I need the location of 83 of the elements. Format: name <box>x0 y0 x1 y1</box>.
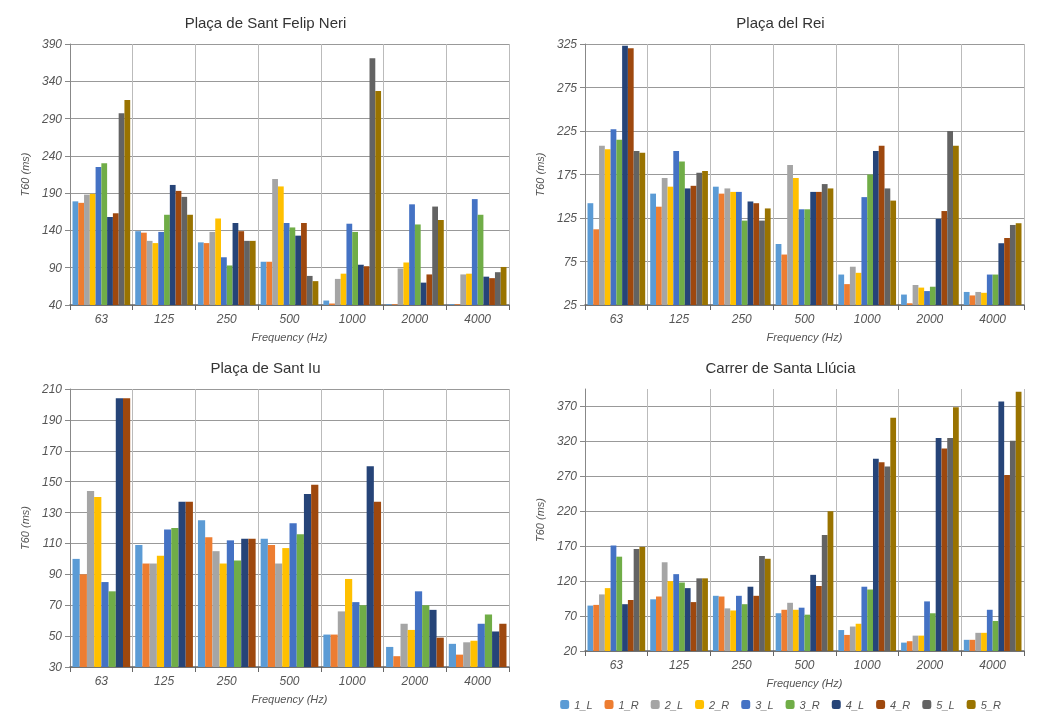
y-tick-label: 240 <box>40 148 63 163</box>
y-tick-label: 125 <box>556 211 578 225</box>
x-tick-label: 250 <box>730 658 753 672</box>
y-tick-label: 90 <box>48 567 63 582</box>
legend-label: 2_L <box>663 698 684 711</box>
x-tick-label: 1000 <box>853 312 881 326</box>
y-tick-label: 130 <box>41 505 63 520</box>
x-tick-label: 125 <box>669 658 690 672</box>
y-tick-label: 70 <box>563 609 578 624</box>
x-tick-label: 250 <box>215 674 238 688</box>
x-tick-label: 4000 <box>979 658 1007 672</box>
y-tick-label: 370 <box>556 399 578 414</box>
y-tick-label: 20 <box>562 644 578 658</box>
x-tick-label: 4000 <box>979 312 1007 326</box>
y-tick-label: 75 <box>563 254 578 269</box>
x-tick-label: 1000 <box>338 312 366 326</box>
y-tick-label: 50 <box>48 629 63 644</box>
y-tick-label: 220 <box>555 504 578 519</box>
y-tick-label: 190 <box>41 186 63 201</box>
y-axis-title: T60 (ms) <box>18 152 31 197</box>
x-tick-label: 500 <box>794 312 815 326</box>
x-axis-title: Frequency (Hz) <box>766 330 843 343</box>
chart-title: Plaça de Sant Felip Neri <box>184 14 347 31</box>
x-tick-label: 4000 <box>464 674 492 688</box>
y-tick-label: 325 <box>556 37 578 51</box>
x-tick-label: 250 <box>730 312 753 326</box>
x-tick-label: 2000 <box>400 312 429 326</box>
x-tick-label: 125 <box>669 312 690 326</box>
y-tick-label: 150 <box>41 474 63 489</box>
legend-label: 3_R <box>799 698 820 711</box>
y-tick-label: 390 <box>41 37 63 51</box>
y-tick-label: 120 <box>556 574 578 589</box>
x-axis-title: Frequency (Hz) <box>766 676 843 689</box>
y-tick-label: 320 <box>556 434 578 449</box>
chart-title: Plaça de Sant Iu <box>210 359 321 376</box>
legend-label: 1_R <box>618 698 639 711</box>
chart-title: Carrer de Santa Llúcia <box>705 359 857 376</box>
y-axis-title: T60 (ms) <box>533 152 546 197</box>
x-tick-label: 1000 <box>338 674 366 688</box>
x-tick-label: 63 <box>609 312 624 326</box>
y-tick-label: 210 <box>40 382 63 396</box>
y-tick-label: 40 <box>48 298 63 312</box>
y-tick-label: 190 <box>41 412 63 427</box>
chart-title: Plaça del Rei <box>736 14 825 31</box>
legend-label: 5_L <box>936 698 955 711</box>
y-tick-label: 25 <box>562 298 578 312</box>
y-tick-label: 225 <box>555 124 578 138</box>
y-tick-label: 70 <box>48 598 63 613</box>
x-tick-label: 500 <box>279 674 300 688</box>
legend-label: 2_R <box>708 698 730 711</box>
legend-label: 3_L <box>755 698 774 711</box>
x-tick-label: 2000 <box>400 674 429 688</box>
x-tick-label: 125 <box>154 312 175 326</box>
y-tick-label: 110 <box>42 536 63 551</box>
x-axis-title: Frequency (Hz) <box>251 330 328 343</box>
x-tick-label: 500 <box>279 312 300 326</box>
y-tick-label: 90 <box>48 260 63 275</box>
legend-label: 5_R <box>980 698 1001 711</box>
y-tick-label: 270 <box>555 469 578 484</box>
y-tick-label: 340 <box>41 74 63 89</box>
x-tick-label: 500 <box>794 658 815 672</box>
y-axis-title: T60 (ms) <box>533 497 546 542</box>
x-tick-label: 2000 <box>915 312 944 326</box>
legend-label: 4_R <box>890 698 911 711</box>
legend-label: 1_L <box>574 698 593 711</box>
x-tick-label: 1000 <box>853 658 881 672</box>
legend-label: 4_L <box>845 698 865 711</box>
y-tick-label: 30 <box>48 660 63 674</box>
y-tick-label: 290 <box>40 111 63 126</box>
x-tick-label: 4000 <box>464 312 492 326</box>
x-axis-title: Frequency (Hz) <box>251 692 328 705</box>
x-tick-label: 250 <box>215 312 238 326</box>
x-tick-label: 63 <box>609 658 624 672</box>
y-axis-title: T60 (ms) <box>18 505 31 550</box>
x-tick-label: 63 <box>94 312 109 326</box>
y-tick-label: 170 <box>556 539 578 554</box>
x-tick-label: 2000 <box>915 658 944 672</box>
y-tick-label: 170 <box>41 443 63 458</box>
y-tick-label: 275 <box>555 80 578 95</box>
y-tick-label: 175 <box>556 167 578 182</box>
x-tick-label: 63 <box>94 674 109 688</box>
y-tick-label: 140 <box>41 223 63 238</box>
x-tick-label: 125 <box>154 674 175 688</box>
